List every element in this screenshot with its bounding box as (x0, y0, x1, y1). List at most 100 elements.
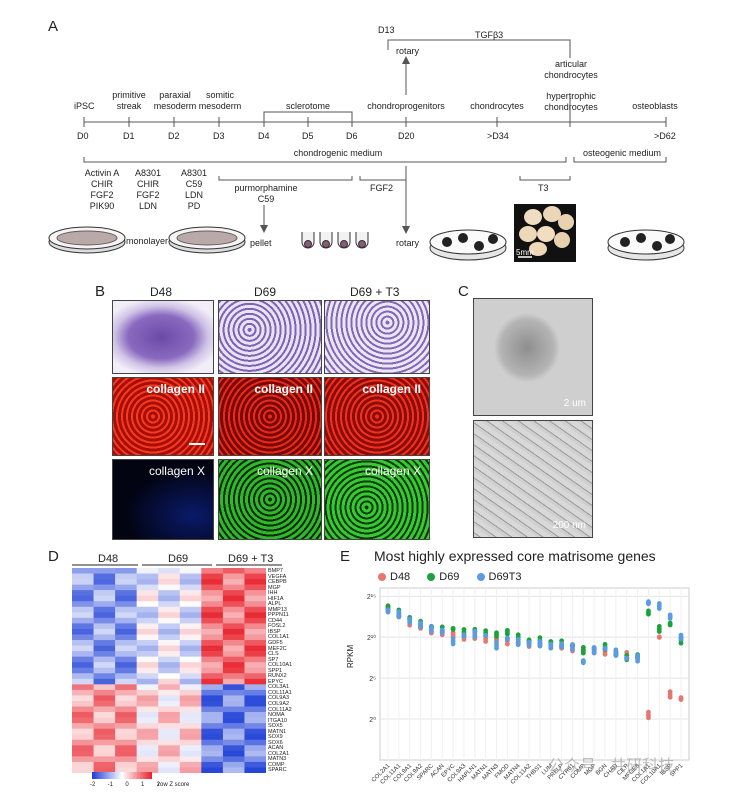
label-osteogenic-medium: osteogenic medium (582, 148, 662, 158)
heatmap-cell (136, 590, 159, 596)
heatmap-cell (201, 634, 224, 641)
heatmap-cell (179, 723, 202, 729)
heatmap-cell (158, 706, 181, 713)
heatmap-cell (201, 656, 224, 663)
heatmap-cell (93, 695, 116, 702)
heatmap-cell (179, 667, 202, 674)
heatmap-cell (179, 678, 202, 685)
heatmap-cell (93, 712, 116, 718)
heatmap-cell (136, 734, 159, 741)
heatmap-cell (72, 656, 94, 663)
data-point-d69t3 (667, 615, 673, 621)
heatmap-gene-label: ALPL (268, 601, 282, 608)
heatmap-cell (115, 662, 137, 669)
heatmap-cell (158, 667, 181, 674)
heatmap-cell (115, 734, 137, 741)
heatmap-gene-label: SPP1 (268, 667, 283, 674)
heatmap-cell (201, 601, 224, 608)
heatmap-cell (244, 723, 266, 729)
heatmap-cell (115, 717, 137, 724)
heatmap-cell (136, 656, 159, 663)
heatmap-cell (222, 678, 245, 685)
heatmap-cell (201, 706, 224, 713)
stage-sclerotome: sclerotome (285, 101, 330, 111)
heatmap-cell (179, 728, 202, 735)
zscore-tick: 0 (125, 782, 129, 788)
heatmap-cell (115, 673, 137, 680)
heatmap-cell (222, 573, 245, 580)
heatmap-cell (72, 634, 94, 641)
heatmap-gene-label: MATN1 (268, 728, 287, 735)
stage-chondroprogenitors: chondroprogenitors (367, 101, 445, 111)
heatmap-cell (93, 700, 116, 707)
day-d34: >D34 (487, 131, 509, 141)
y-tick-label: 2¹⁵ (367, 594, 376, 601)
heatmap-cell (93, 662, 116, 669)
heatmap-cell (201, 628, 224, 635)
data-point-d69t3 (472, 634, 478, 640)
heatmap-cell (136, 645, 159, 652)
data-point-d69t3 (678, 636, 684, 642)
heatmap-cell (93, 568, 116, 574)
label-col2-d69: collagen II (254, 382, 313, 396)
heatmap-cell (93, 584, 116, 591)
heatmap-cell (179, 756, 202, 763)
heatmap-cell (136, 579, 159, 585)
data-point-d69t3 (624, 656, 630, 662)
heatmap-cell (179, 568, 202, 574)
heatmap-cell (158, 717, 181, 724)
heatmap-cell (222, 700, 245, 707)
heatmap-cell (115, 712, 137, 718)
legend-d48: D48 (390, 571, 411, 583)
heatmap-cell (244, 684, 266, 691)
data-point-d69 (537, 635, 543, 641)
heatmap-cell (72, 723, 94, 729)
micro-d69t3-col10: collagen X (324, 459, 430, 540)
plot-area (379, 587, 690, 761)
heatmap-cell (222, 706, 245, 713)
heatmap-cell (244, 678, 266, 685)
heatmap-cell (72, 612, 94, 619)
day-d62: >D62 (654, 131, 676, 141)
heatmap-cell (136, 617, 159, 624)
heatmap-cell (179, 573, 202, 580)
heatmap-cell (136, 767, 159, 773)
heatmap-cell (244, 767, 266, 773)
heatmap-cell (244, 700, 266, 707)
heatmap-cell (179, 712, 202, 718)
label-pellet: pellet (250, 238, 272, 248)
heatmap-cell (244, 590, 266, 596)
heatmap-cell (201, 756, 224, 763)
panel-e-label: E (340, 548, 351, 565)
heatmap-gene-label: IBSP (268, 628, 281, 635)
heatmap-cell (136, 756, 159, 763)
heatmap-cell (72, 717, 94, 724)
heatmap-cell (136, 651, 159, 657)
heatmap-cell (201, 645, 224, 652)
heatmap-cell (244, 651, 266, 657)
micro-d48-stain (112, 300, 214, 374)
heatmap-gene-label: SPARC (268, 767, 287, 774)
heatmap-cell (136, 689, 159, 696)
data-point-d69t3 (559, 644, 565, 650)
heatmap-cell (93, 750, 116, 757)
heatmap-cell (115, 595, 137, 602)
label-monolayer: monolayer (126, 236, 169, 246)
heatmap-cell (222, 712, 245, 718)
heatmap-cell (179, 645, 202, 652)
heatmap-cell (179, 689, 202, 696)
heatmap-cell (136, 700, 159, 707)
heatmap-cell (93, 595, 116, 602)
heatmap-cell (72, 667, 94, 674)
heatmap-cell (72, 695, 94, 702)
heatmap-cell (72, 628, 94, 635)
heatmap-cell (158, 712, 181, 718)
chart-title: Most highly expressed core matrisome gen… (374, 548, 656, 564)
heatmap-cell (115, 606, 137, 613)
heatmap-cell (201, 684, 224, 691)
heatmap-cell (179, 717, 202, 724)
data-point-d69t3 (494, 640, 499, 645)
heatmap-cell (201, 723, 224, 729)
heatmap-cell (201, 695, 224, 702)
heatmap-cell (72, 579, 94, 585)
